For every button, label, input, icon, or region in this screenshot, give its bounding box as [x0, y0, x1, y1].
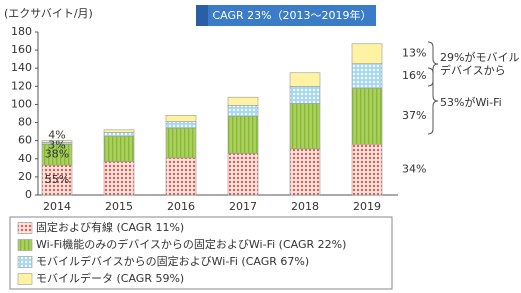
- y-tick-label: 100: [11, 97, 32, 110]
- brace: [427, 67, 439, 135]
- share-label: 13%: [402, 47, 426, 60]
- legend-swatch: [17, 222, 33, 234]
- bar-segment: [103, 129, 135, 133]
- x-tick-label: 2017: [229, 200, 257, 213]
- share-label: 4%: [48, 129, 65, 142]
- legend-box: [9, 216, 393, 290]
- bar-segment: [103, 132, 135, 137]
- bar-segment: [289, 103, 321, 150]
- bar-segment: [351, 143, 383, 196]
- y-axis-label: (エクサバイト/月): [4, 7, 93, 20]
- banner-accent: [196, 5, 208, 26]
- y-tick-label: 40: [18, 152, 32, 165]
- y-tick-label: 160: [11, 43, 32, 56]
- bar-segment: [41, 164, 73, 196]
- share-label: 38%: [45, 148, 69, 161]
- y-tick-label: 80: [18, 116, 32, 129]
- bar-segment: [351, 43, 383, 64]
- bar-segment: [351, 87, 383, 145]
- x-tick-label: 2018: [291, 200, 319, 213]
- legend-label: 固定および有線 (CAGR 11%): [36, 220, 184, 234]
- x-tick-label: 2016: [167, 200, 195, 213]
- bar-segment: [351, 63, 383, 89]
- share-label: 37%: [402, 109, 426, 122]
- bar-segment: [289, 72, 321, 87]
- y-tick-label: 0: [25, 188, 32, 201]
- share-label: 55%: [45, 173, 69, 186]
- legend-swatch: [17, 239, 33, 251]
- bar-segment: [227, 153, 259, 196]
- banner: CAGR 23%（2013〜2019年）: [212, 8, 371, 22]
- x-tick-label: 2019: [353, 200, 381, 213]
- bar-segment: [165, 115, 197, 122]
- bar-segment: [165, 157, 197, 196]
- brace-label: デバイスから: [440, 63, 506, 77]
- share-label: 34%: [402, 163, 426, 176]
- legend-label: Wi-Fi機能のみのデバイスからの固定およびWi-Fi (CAGR 22%): [36, 237, 346, 251]
- bar-segment: [289, 86, 321, 104]
- banner-bg: [196, 5, 376, 26]
- y-tick-label: 140: [11, 61, 32, 74]
- bar-segment: [289, 148, 321, 196]
- legend-label: モバイルデータ (CAGR 59%): [36, 271, 184, 285]
- brace-label: 29%がモバイル: [440, 50, 519, 64]
- bar-segment: [165, 121, 197, 129]
- x-tick-label: 2015: [105, 200, 133, 213]
- y-tick-label: 120: [11, 79, 32, 92]
- brace-label: 53%がWi-Fi: [440, 95, 502, 109]
- y-tick-label: 180: [11, 25, 32, 38]
- bar-segment: [103, 161, 135, 196]
- share-label: 3%: [48, 138, 65, 151]
- bar-segment: [227, 96, 259, 106]
- bar-segment: [165, 127, 197, 159]
- legend-swatch: [17, 273, 33, 285]
- bar-segment: [41, 140, 73, 143]
- share-label: 16%: [402, 69, 426, 82]
- x-tick-label: 2014: [43, 200, 71, 213]
- bar-segment: [227, 115, 259, 154]
- legend-swatch: [17, 256, 33, 268]
- bar-segment: [103, 135, 135, 162]
- y-tick-label: 60: [18, 134, 32, 147]
- legend-label: モバイルデバイスからの固定およびWi-Fi (CAGR 67%): [36, 254, 309, 268]
- bar-segment: [227, 105, 259, 117]
- y-tick-label: 20: [18, 170, 32, 183]
